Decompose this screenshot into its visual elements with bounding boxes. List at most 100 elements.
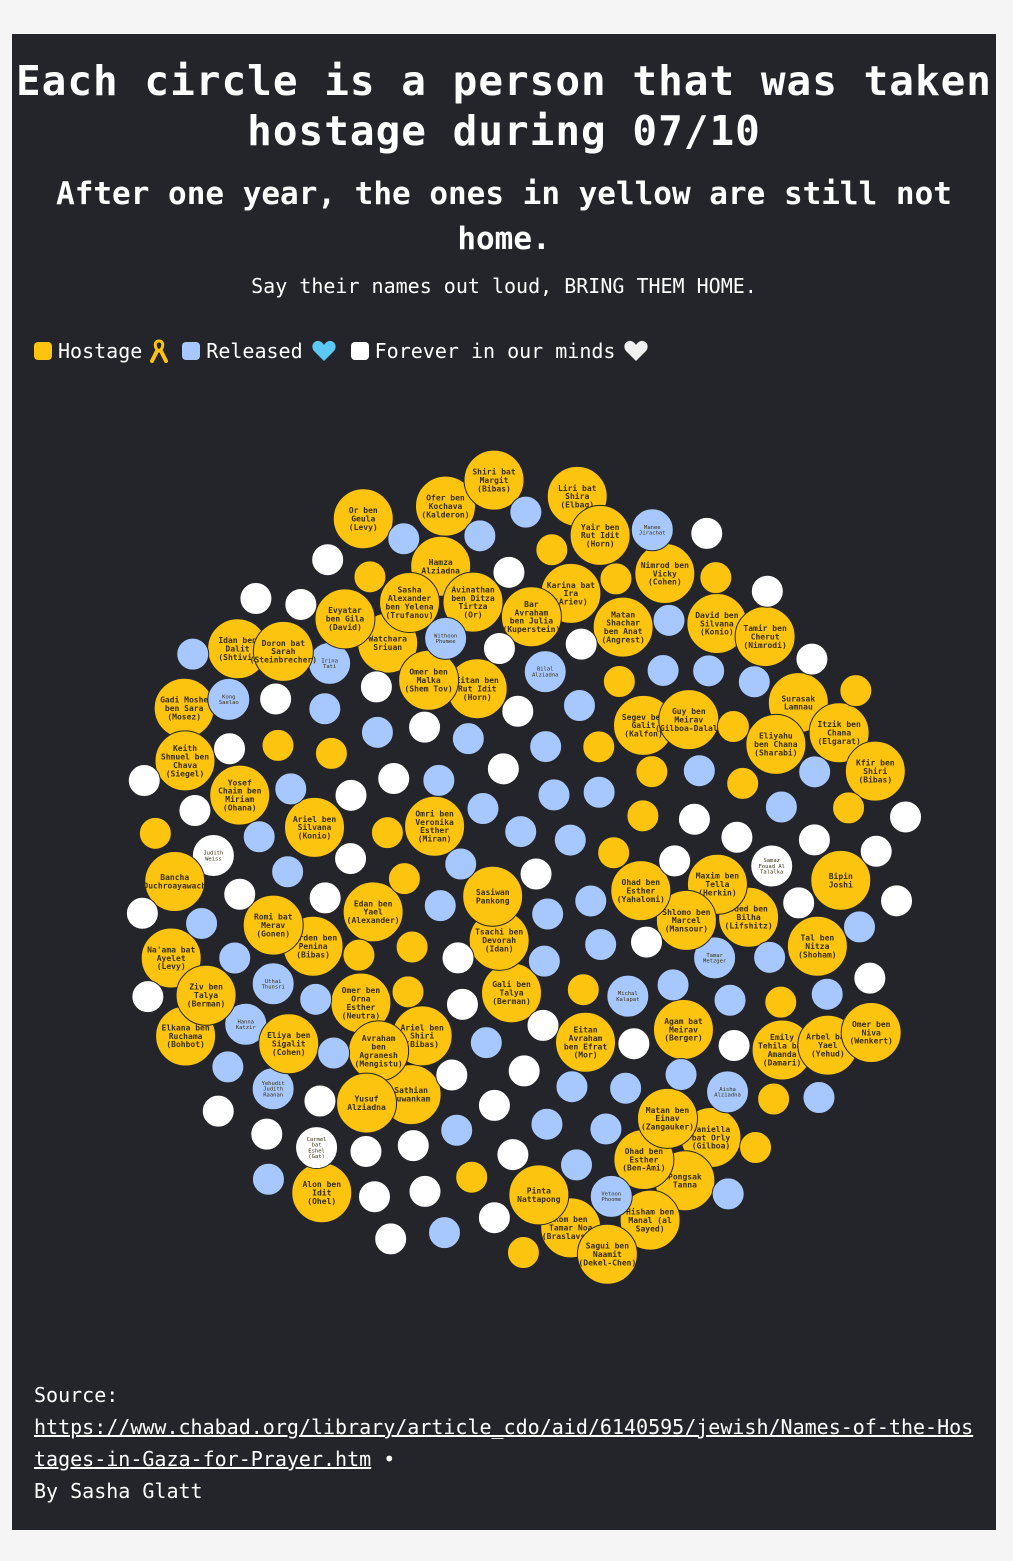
bubble-circle-hostage — [342, 938, 376, 972]
person-bubble: Kong Saelao — [207, 677, 251, 721]
bubble-label: Watchara Sriuan — [368, 635, 407, 652]
bubble-circle-deceased — [564, 627, 598, 661]
bubble-circle-released — [527, 944, 561, 978]
bubble-circle-hostage — [242, 894, 304, 956]
bubble-circle-released — [176, 637, 210, 671]
bubble-circle-hostage — [839, 674, 873, 708]
bubble-circle-deceased — [519, 857, 553, 891]
bubble-label: Pongsak Tanna — [668, 1172, 702, 1189]
person-bubble: Shlomo ben Marcel (Mansour) — [655, 889, 717, 951]
bubble-label: Sagui ben Naamit (Dekel-Chen) — [578, 1241, 636, 1268]
legend-swatch-released — [182, 342, 201, 360]
person-bubble: Hanna Katzir — [224, 1002, 268, 1046]
bubble-label: Eitan ben Rut Idit (Horn) — [456, 675, 500, 702]
person-bubble: Yair ben Rut Idit (Horn) — [569, 504, 631, 566]
person-bubble-small — [764, 790, 798, 824]
bubble-circle-released — [317, 1036, 351, 1070]
bubble-label: Emily Tehila bat Amanda (Damari) — [758, 1032, 806, 1067]
bubble-circle-deceased — [127, 764, 161, 798]
person-bubble-small — [271, 855, 305, 889]
bubble-circle-released — [706, 1070, 750, 1114]
person-bubble: Ziv ben Talya (Berman) — [175, 964, 237, 1026]
person-bubble-small — [501, 694, 535, 728]
person-bubble-small — [334, 778, 368, 812]
person-bubble: Yehudit Judith Raanan — [251, 1067, 295, 1111]
person-bubble-small — [584, 928, 618, 962]
person-bubble: Edan ben Yael (Alexander) — [342, 881, 404, 943]
bubble-label: Omri ben Veronika Esther (Miran) — [415, 808, 454, 843]
person-bubble: Or ben Geula (Levy) — [332, 488, 394, 550]
person-bubble-small — [311, 543, 345, 577]
person-bubble-small — [630, 925, 664, 959]
person-bubble-small — [504, 815, 538, 849]
bubble-circle-released — [530, 1107, 564, 1141]
bubble-label: Michal Kalapat — [616, 991, 639, 1003]
bubble-circle-released — [560, 1148, 594, 1182]
person-bubble-small — [609, 1071, 643, 1105]
person-bubble-small — [519, 857, 553, 891]
bubble-circle-released — [274, 772, 308, 806]
bubble-circle-hostage — [314, 588, 376, 650]
bubble-circle-deceased — [357, 1180, 391, 1214]
person-bubble-small — [753, 940, 787, 974]
person-bubble: Tamir ben Cherut (Nimrodi) — [734, 606, 796, 668]
person-bubble-small — [353, 560, 387, 594]
bubble-label: Maxim ben Tella (Herkin) — [696, 871, 740, 898]
person-bubble-small — [750, 574, 784, 608]
person-bubble-small — [597, 836, 631, 870]
bubble-circle-deceased — [308, 881, 342, 915]
bubble-circle-released — [440, 1113, 474, 1147]
bubble-circle-hostage — [555, 1011, 617, 1073]
bubble-circle-released — [242, 820, 276, 854]
person-bubble-small — [251, 1162, 285, 1196]
bubble-circle-deceased — [880, 884, 914, 918]
person-bubble-small — [334, 842, 368, 876]
person-bubble-small — [652, 603, 686, 637]
source-link[interactable]: https://www.chabad.org/library/article_c… — [34, 1415, 974, 1471]
person-bubble-small — [560, 1148, 594, 1182]
byline: By Sasha Glatt — [34, 1479, 203, 1503]
person-bubble-small — [739, 1131, 773, 1165]
bubble-circle-deceased — [408, 1174, 442, 1208]
bubble-circle-released — [664, 1058, 698, 1092]
bubble-circle-deceased — [797, 823, 831, 857]
person-bubble-small — [427, 1216, 461, 1250]
bubble-label: Bar Avraham ben Julia (Kuperstein) — [503, 600, 561, 634]
person-bubble-small — [635, 755, 669, 789]
bubble-circle-released — [737, 665, 771, 699]
person-bubble: Hisham ben Manal (al Sayed) — [619, 1189, 681, 1251]
person-bubble-small — [492, 555, 526, 589]
bubble-circle-hostage — [252, 620, 314, 682]
person-bubble: Sagui ben Naamit (Dekel-Chen) — [576, 1223, 638, 1285]
bubble-circle-hostage — [455, 1160, 489, 1194]
bubble-circle-hostage — [463, 449, 525, 511]
person-bubble: Bipin Joshi — [810, 849, 872, 911]
bubble-circle-deceased — [374, 1222, 408, 1256]
bubble-label: Omer ben Malka (Shem Tov) — [405, 668, 453, 694]
bubble-circle-hostage — [757, 1082, 791, 1116]
person-bubble-small — [482, 631, 516, 665]
bubble-label: Rom ben Tamar Noa (Braslavski) — [542, 1215, 600, 1241]
person-bubble: Sasiwan Pankong — [462, 865, 524, 927]
bubble-label: Shiri bat Margit (Bibas) — [472, 467, 516, 494]
person-bubble-small — [566, 973, 600, 1007]
bubble-circle-released — [251, 1162, 285, 1196]
person-bubble-small — [422, 763, 456, 797]
person-bubble-small — [444, 847, 478, 881]
person-bubble-small — [582, 775, 616, 809]
person-bubble: Gali ben Talya (Berman) — [481, 962, 543, 1024]
bubble-circle-released — [589, 1112, 623, 1146]
bubble-label: Matan Shachar ben Anat (Angrest) — [601, 610, 644, 644]
person-bubble: Matan Shachar ben Anat (Angrest) — [592, 596, 654, 658]
person-bubble-small — [185, 906, 219, 940]
person-bubble-small — [582, 730, 616, 764]
bubble-label: Sasha Alexander ben Yelena (Trufanov) — [385, 586, 433, 620]
person-bubble-small — [451, 722, 485, 756]
person-bubble-small — [682, 754, 716, 788]
bubble-label: Hamza Alziadna — [421, 558, 460, 575]
person-bubble-small — [342, 938, 376, 972]
bubble-circle-deceased — [720, 820, 754, 854]
bubble-label: Matan ben Einav (Zangauker) — [641, 1106, 694, 1132]
bubble-label: Samaz Fouad Al Talalka — [758, 858, 785, 876]
person-bubble-small — [359, 670, 393, 704]
